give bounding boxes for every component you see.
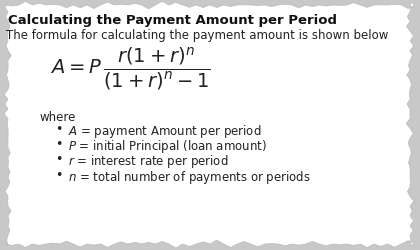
Text: The formula for calculating the payment amount is shown below: The formula for calculating the payment …	[6, 29, 388, 42]
Text: $n$ = total number of payments or periods: $n$ = total number of payments or period…	[68, 168, 311, 185]
Text: •: •	[55, 138, 63, 150]
Text: $A$ = payment Amount per period: $A$ = payment Amount per period	[68, 122, 262, 140]
Text: where: where	[40, 110, 76, 124]
Text: •: •	[55, 122, 63, 136]
Text: $A = P\,\dfrac{r(1+r)^{n}}{(1+r)^{n}-1}$: $A = P\,\dfrac{r(1+r)^{n}}{(1+r)^{n}-1}$	[50, 46, 210, 92]
Polygon shape	[4, 2, 415, 248]
Text: •: •	[55, 168, 63, 181]
Text: •: •	[55, 152, 63, 165]
Text: $r$ = interest rate per period: $r$ = interest rate per period	[68, 152, 228, 169]
Text: Calculating the Payment Amount per Period: Calculating the Payment Amount per Perio…	[8, 14, 337, 27]
Text: $P$ = initial Principal (loan amount): $P$ = initial Principal (loan amount)	[68, 138, 267, 154]
